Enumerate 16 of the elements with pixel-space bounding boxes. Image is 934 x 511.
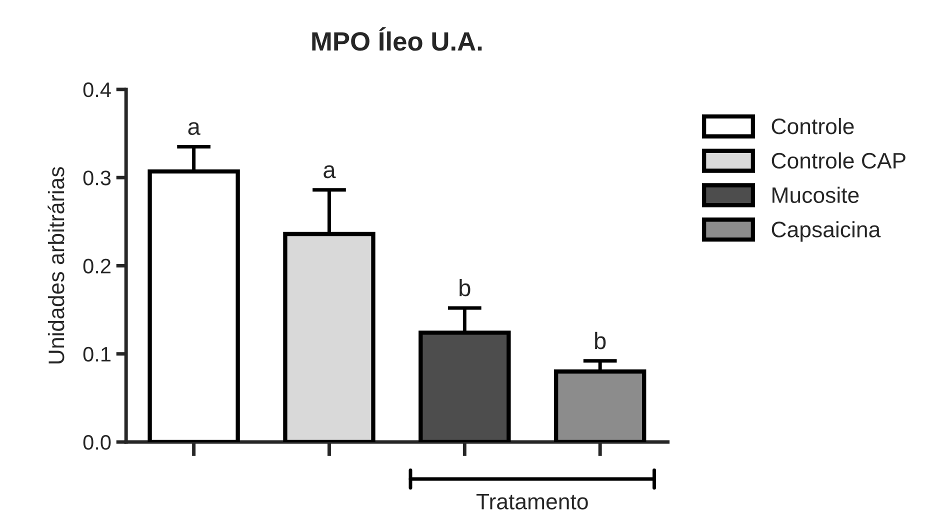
legend-label: Mucosite [772, 186, 859, 204]
y-tick-label: 0.0 [83, 435, 111, 450]
legend-label: Controle [772, 118, 854, 134]
y-tick-label: 0.1 [83, 346, 110, 362]
text: Tratamento [476, 494, 588, 510]
legend-label: Capsaicina [772, 221, 881, 242]
annotation: a [188, 122, 200, 135]
annotation: b [595, 332, 606, 350]
y-axis-title: Unidades arbitrárias [48, 167, 64, 364]
y-tick-label: 0.3 [83, 170, 111, 186]
y-tick-label: 0.4 [83, 82, 111, 98]
legend-label: Controle CAP [772, 152, 906, 169]
annotation: a [324, 165, 336, 178]
chart-title: MPO Íleo U.A. [312, 27, 482, 51]
annotation: b [460, 278, 470, 296]
y-tick-label: 0.2 [83, 258, 110, 274]
